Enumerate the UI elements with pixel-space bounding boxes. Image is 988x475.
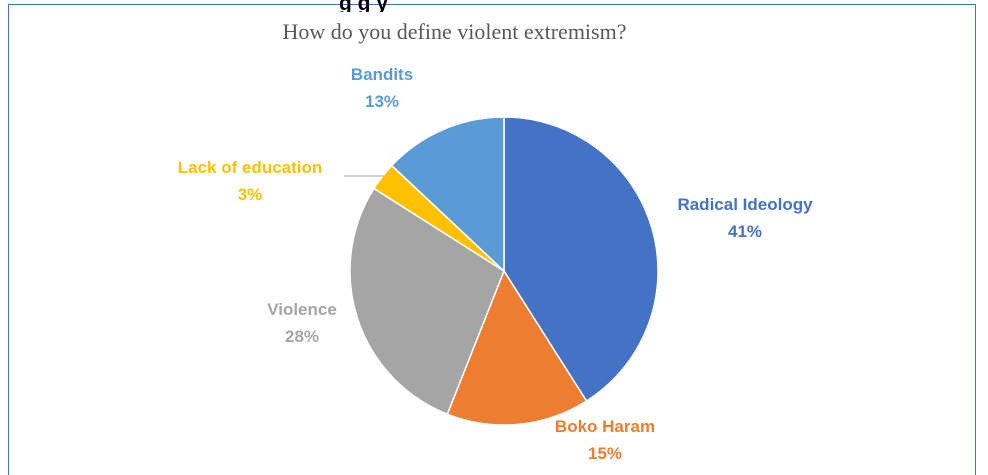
data-label-value: 3% [238,185,263,204]
data-label-name: Boko Haram [555,417,655,436]
data-label-value: 15% [588,444,622,463]
pie-slice-violence [349,187,505,416]
pie-slice-radical-ideology [503,116,659,403]
pie-slice-boko-haram [446,269,588,426]
data-label-value: 13% [365,92,399,111]
data-label-value: 28% [285,327,319,346]
data-label-name: Violence [267,300,337,319]
pie-slice-bandits [390,116,505,273]
data-label-name: Radical Ideology [677,195,813,214]
data-label-value: 41% [728,222,762,241]
data-label-name: Lack of education [178,158,323,177]
cropped-heading: g g y [339,0,389,12]
data-label-name: Bandits [351,65,413,84]
chart-title: How do you define violent extremism? [282,19,627,44]
